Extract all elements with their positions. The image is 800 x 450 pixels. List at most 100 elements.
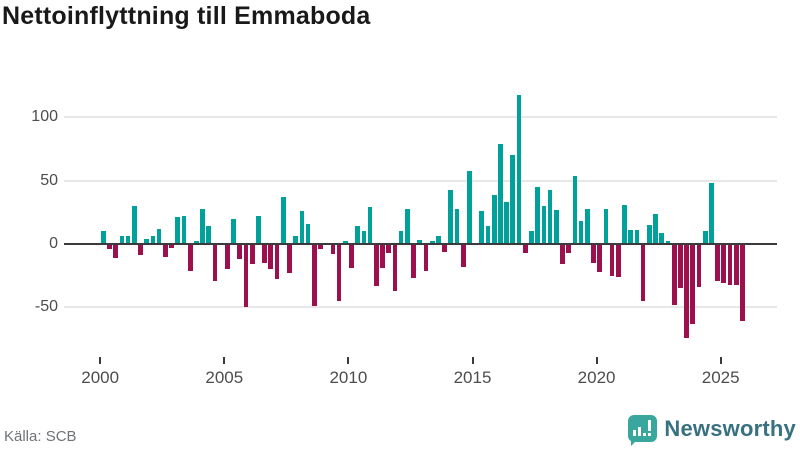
bar-2025-Q2 bbox=[727, 244, 733, 285]
bar-2004-Q3 bbox=[212, 244, 218, 281]
bar-chart-icon bbox=[633, 420, 653, 436]
newsworthy-logo-icon bbox=[628, 415, 658, 446]
bar-2024-Q1 bbox=[696, 244, 702, 288]
bar-2013-Q1 bbox=[423, 244, 429, 271]
bar-2024-Q4 bbox=[715, 244, 720, 281]
bar-2006-Q1 bbox=[249, 244, 255, 265]
bar-2001-Q4 bbox=[144, 238, 150, 244]
x-axis-tick-2020 bbox=[595, 357, 598, 364]
bar-2003-Q2 bbox=[181, 216, 187, 244]
gridline-y--50 bbox=[64, 306, 777, 309]
gridline-y-50 bbox=[64, 179, 777, 182]
bar-2001-Q3 bbox=[138, 244, 143, 256]
x-axis-tick-2005 bbox=[223, 357, 226, 364]
bar-2015-Q3 bbox=[485, 226, 491, 244]
bar-2024-Q2 bbox=[702, 231, 708, 244]
bar-2004-Q1 bbox=[200, 208, 205, 244]
bar-2014-Q3 bbox=[460, 244, 466, 267]
bar-2008-Q1 bbox=[299, 211, 305, 244]
bar-2010-Q2 bbox=[355, 226, 361, 244]
bar-2015-Q2 bbox=[479, 211, 485, 244]
bar-2006-Q2 bbox=[256, 216, 261, 244]
bar-2019-Q1 bbox=[572, 175, 578, 244]
bar-2019-Q4 bbox=[591, 244, 596, 263]
x-axis-label-2015: 2015 bbox=[453, 368, 492, 387]
bar-2017-Q4 bbox=[541, 206, 547, 244]
bar-2018-Q4 bbox=[566, 244, 571, 253]
bar-2018-Q3 bbox=[560, 244, 565, 265]
bar-2023-Q4 bbox=[690, 244, 696, 324]
bar-2008-Q3 bbox=[311, 244, 317, 307]
bar-2024-Q3 bbox=[709, 183, 714, 244]
bar-2002-Q4 bbox=[169, 244, 174, 248]
y-axis-label-100: 100 bbox=[31, 108, 58, 126]
bar-2006-Q4 bbox=[268, 244, 274, 270]
bar-2014-Q1 bbox=[448, 189, 454, 244]
bar-2010-Q1 bbox=[349, 244, 354, 269]
bar-2007-Q1 bbox=[274, 244, 280, 280]
bar-2010-Q3 bbox=[361, 231, 367, 244]
bar-2023-Q3 bbox=[684, 244, 689, 338]
gridline-y-100 bbox=[64, 116, 777, 119]
bar-2011-Q2 bbox=[380, 244, 385, 269]
bar-2020-Q4 bbox=[615, 244, 621, 277]
bar-2019-Q3 bbox=[584, 208, 590, 244]
bar-2023-Q1 bbox=[671, 244, 677, 305]
bar-2005-Q1 bbox=[225, 244, 230, 270]
newsworthy-logo[interactable]: Newsworthy bbox=[628, 415, 796, 446]
bar-2002-Q3 bbox=[163, 244, 168, 257]
bar-2020-Q2 bbox=[603, 208, 609, 244]
bar-2002-Q2 bbox=[156, 228, 162, 244]
bar-2021-Q4 bbox=[640, 244, 646, 301]
chart-title: Nettoinflyttning till Emmaboda bbox=[2, 2, 371, 30]
bar-2012-Q2 bbox=[404, 208, 410, 244]
bar-2018-Q2 bbox=[553, 209, 559, 244]
bar-2021-Q3 bbox=[634, 230, 640, 244]
bar-2000-Q3 bbox=[113, 244, 119, 258]
x-axis-label-2010: 2010 bbox=[329, 368, 368, 387]
bar-2007-Q3 bbox=[287, 244, 292, 274]
x-axis-tick-2000 bbox=[99, 357, 102, 364]
bar-2016-Q4 bbox=[516, 94, 522, 244]
bar-2000-Q2 bbox=[107, 244, 112, 250]
bar-2012-Q1 bbox=[398, 231, 404, 244]
bar-2004-Q2 bbox=[206, 226, 212, 244]
bar-2003-Q3 bbox=[187, 244, 193, 271]
x-axis-label-2020: 2020 bbox=[577, 368, 616, 387]
bar-2012-Q3 bbox=[411, 244, 416, 279]
bar-2021-Q1 bbox=[622, 204, 627, 244]
bar-chart-plot-area: 100 50 0 -50 2000 2005 2010 2015 2020 2025 bbox=[31, 94, 777, 387]
bar-2013-Q3 bbox=[436, 236, 441, 244]
bar-2015-Q4 bbox=[491, 194, 497, 244]
bar-2010-Q4 bbox=[367, 207, 373, 244]
x-axis-label-2005: 2005 bbox=[205, 368, 244, 387]
bar-2006-Q3 bbox=[262, 244, 267, 263]
bar-2008-Q2 bbox=[305, 223, 311, 244]
bar-2018-Q1 bbox=[547, 189, 553, 244]
bar-2025-Q4 bbox=[740, 244, 745, 322]
bar-2011-Q4 bbox=[392, 244, 398, 291]
bar-2022-Q2 bbox=[653, 213, 658, 244]
bar-2005-Q2 bbox=[231, 218, 236, 244]
x-axis-tick-2010 bbox=[347, 357, 350, 364]
bar-2012-Q4 bbox=[417, 240, 423, 244]
bar-2022-Q3 bbox=[659, 232, 665, 244]
bar-2019-Q2 bbox=[578, 221, 584, 244]
bar-2011-Q3 bbox=[386, 244, 392, 253]
bar-2016-Q2 bbox=[504, 202, 509, 244]
source-attribution: Källa: SCB bbox=[4, 428, 77, 445]
y-axis-label-0: 0 bbox=[49, 235, 58, 252]
bar-2001-Q1 bbox=[125, 236, 131, 244]
bar-2017-Q1 bbox=[522, 244, 528, 253]
bar-2016-Q3 bbox=[510, 155, 516, 244]
bar-2021-Q2 bbox=[628, 230, 634, 244]
bar-2020-Q3 bbox=[609, 244, 615, 276]
bar-2017-Q2 bbox=[529, 231, 534, 244]
bar-2005-Q3 bbox=[237, 244, 243, 260]
bar-2022-Q1 bbox=[646, 225, 652, 244]
x-axis-tick-2015 bbox=[471, 357, 474, 364]
bar-2016-Q1 bbox=[498, 143, 503, 244]
bar-2003-Q1 bbox=[175, 217, 181, 244]
y-axis-label--50: -50 bbox=[34, 298, 58, 316]
